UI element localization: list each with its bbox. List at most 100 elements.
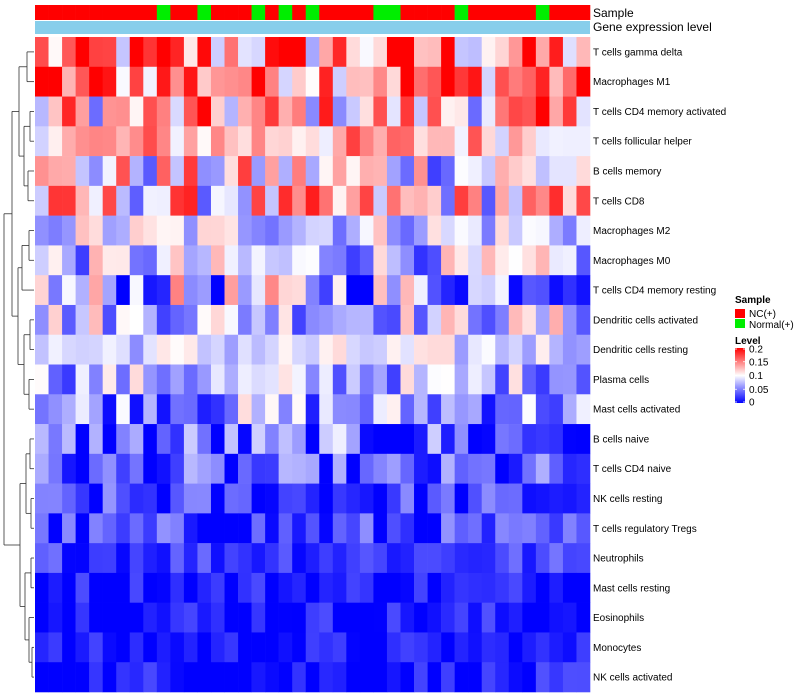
heatmap-cell (278, 424, 293, 455)
heatmap-cell (508, 304, 523, 336)
heatmap-cell (292, 364, 307, 395)
heatmap-cell (75, 96, 90, 127)
heatmap-cell (508, 572, 523, 603)
heatmap-cell (535, 37, 550, 68)
heatmap-cell (75, 185, 90, 216)
heatmap-cell (75, 453, 90, 484)
heatmap-cell (576, 304, 591, 336)
heatmap-cell (414, 364, 428, 395)
heatmap-cell (332, 96, 347, 127)
legend-sample-title: Sample (735, 295, 771, 306)
heatmap-cell (427, 304, 442, 336)
heatmap-cell (562, 126, 577, 157)
heatmap-cell (156, 424, 171, 455)
sample-anno-cell (183, 5, 198, 20)
heatmap-cell (89, 185, 103, 216)
heatmap-cell (427, 632, 442, 663)
sample-anno-cell (508, 5, 523, 20)
heatmap-cell (576, 126, 591, 157)
heatmap-cell (508, 126, 523, 157)
heatmap-cell (197, 424, 212, 455)
heatmap-cell (129, 513, 144, 544)
heatmap-cell (197, 543, 212, 574)
heatmap-cell (522, 304, 537, 336)
heatmap-cell (495, 126, 510, 157)
heatmap-cell (386, 126, 401, 157)
heatmap-cell (89, 543, 103, 574)
heatmap-cell (197, 483, 212, 514)
heatmap-cell (183, 483, 198, 514)
heatmap-cell (62, 126, 76, 157)
heatmap-cell (495, 424, 510, 455)
heatmap-cell (414, 37, 428, 68)
heatmap-cell (89, 483, 103, 514)
heatmap-cell (48, 66, 63, 97)
heatmap-cell (238, 602, 252, 633)
heatmap-cell (468, 632, 483, 663)
heatmap-cell (89, 96, 103, 127)
heatmap-cell (156, 126, 171, 157)
heatmap-cell (441, 572, 455, 603)
heatmap-cell (305, 602, 320, 633)
heatmap-cell (332, 245, 347, 276)
heatmap-cell (414, 126, 428, 157)
heatmap-cell (197, 185, 212, 216)
heatmap-cell (292, 66, 307, 97)
heatmap-cell (346, 37, 361, 68)
heatmap-cell (359, 513, 374, 544)
heatmap-cell (75, 513, 90, 544)
heatmap-cell (62, 304, 76, 336)
heatmap-cell (143, 543, 158, 574)
heatmap-cell (48, 96, 63, 127)
heatmap-cell (265, 334, 279, 365)
heatmap-cell (278, 483, 293, 514)
heatmap-cell (319, 394, 334, 425)
heatmap-cell (346, 66, 361, 97)
heatmap-cell (224, 453, 239, 484)
heatmap-cell (508, 424, 523, 455)
heatmap-cell (576, 543, 591, 574)
heatmap-cell (35, 304, 49, 336)
sample-anno-cell (319, 5, 334, 20)
heatmap-cell (495, 37, 510, 68)
heatmap-cell (441, 543, 455, 574)
heatmap-cell (156, 66, 171, 97)
heatmap-cell (441, 304, 455, 336)
heatmap-cell (495, 275, 510, 306)
heatmap-cell (454, 66, 469, 97)
heatmap-cell (535, 96, 550, 127)
heatmap-cell (102, 304, 117, 336)
heatmap-cell (305, 572, 320, 603)
heatmap-cell (414, 513, 428, 544)
heatmap-cell (481, 185, 496, 216)
heatmap-cell (414, 215, 428, 246)
heatmap-cell (265, 66, 279, 97)
heatmap-cell (170, 572, 185, 603)
heatmap-cell (400, 245, 415, 276)
heatmap-cell (495, 394, 510, 425)
heatmap-cell (441, 424, 455, 455)
heatmap-cell (224, 572, 239, 603)
heatmap-cell (75, 304, 90, 336)
heatmap-cell (35, 543, 49, 574)
heatmap-cell (400, 156, 415, 187)
heatmap-cell (48, 275, 63, 306)
heatmap-cell (156, 334, 171, 365)
heatmap-cell (386, 602, 401, 633)
heatmap-cell (35, 483, 49, 514)
heatmap-cell (549, 543, 564, 574)
sample-anno-cell (143, 5, 158, 20)
legend-level-title: Level (735, 336, 761, 347)
heatmap-cell (441, 215, 455, 246)
heatmap-cell (454, 543, 469, 574)
heatmap-cell (468, 185, 483, 216)
heatmap-cell (508, 215, 523, 246)
heatmap-cell (427, 572, 442, 603)
heatmap-cell (197, 245, 212, 276)
heatmap-cell (143, 185, 158, 216)
heatmap-cell (156, 632, 171, 663)
heatmap-cell (251, 185, 266, 216)
heatmap-cell (549, 126, 564, 157)
heatmap-cell (576, 662, 591, 693)
heatmap-cell (102, 245, 117, 276)
